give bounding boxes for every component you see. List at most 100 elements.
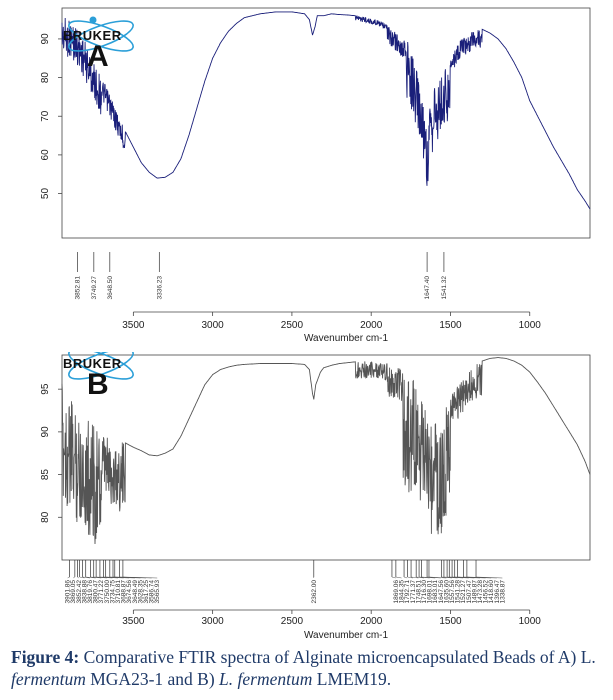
logo-text: BRUKER <box>63 28 122 43</box>
peak-label: 3648.50 <box>107 276 114 300</box>
peak-label: 1792.71 <box>404 580 411 604</box>
y-tick-label: 90 <box>40 33 51 45</box>
peak-label: 1844.35 <box>399 580 406 604</box>
peak-label: 3901.86 <box>65 580 72 604</box>
peak-label: 3617.25 <box>143 580 150 604</box>
x-tick-label: 2000 <box>360 616 383 627</box>
peak-label: 1647.40 <box>424 276 431 300</box>
bruker-logo: BRUKER <box>63 16 134 52</box>
peak-label: 3869.05 <box>70 580 77 604</box>
x-tick-label: 3000 <box>202 616 225 627</box>
peak-label: 3565.93 <box>154 580 161 604</box>
orbit-shape <box>68 20 134 52</box>
peak-connector <box>77 576 79 579</box>
x-axis-title: Wavenumber cm-1 <box>304 333 389 344</box>
peak-label: 1541.32 <box>441 276 448 300</box>
peak-connector <box>79 576 85 579</box>
spectrum-line <box>61 11 591 210</box>
peak-label: 1338.87 <box>499 580 506 604</box>
peak-label: 1541.28 <box>455 580 462 604</box>
peak-label: 3852.81 <box>74 276 81 300</box>
peak-label: 3750.00 <box>104 580 111 604</box>
peak-connector <box>419 576 430 579</box>
peak-label: 1698.01 <box>427 580 434 604</box>
x-tick-label: 1000 <box>519 616 542 627</box>
peak-connector <box>443 576 458 579</box>
peak-label: 1521.27 <box>460 580 467 604</box>
peak-label: 1473.28 <box>477 580 484 604</box>
orbit-shape <box>68 348 134 380</box>
x-tick-label: 2500 <box>281 320 304 331</box>
peak-connector <box>428 576 447 579</box>
peak-label: 3674.56 <box>126 580 133 604</box>
panel-letter: B <box>87 368 109 401</box>
x-tick-label: 1000 <box>519 320 542 331</box>
peak-label: 1716.30 <box>421 580 428 604</box>
peak-label: 2362.00 <box>311 580 318 604</box>
caption-strain-1: MGA23-1 and B) <box>85 669 220 689</box>
caption-species-1: fermentum <box>11 669 86 689</box>
peak-connector <box>90 576 102 579</box>
peak-label: 1489.87 <box>471 580 478 604</box>
figure-caption: Figure 4: Comparative FTIR spectra of Al… <box>11 646 609 690</box>
x-tick-label: 1500 <box>439 616 462 627</box>
x-tick-label: 2500 <box>281 616 304 627</box>
plot-frame <box>61 7 591 239</box>
x-axis-title: Wavenumber cm-1 <box>304 630 389 641</box>
peak-label: 1647.56 <box>438 580 445 604</box>
caption-species-2: L. fermentum <box>219 669 313 689</box>
peak-label: 1683.01 <box>432 580 439 604</box>
peak-label: 1869.06 <box>393 580 400 604</box>
peak-label: 1418.60 <box>488 580 495 604</box>
peak-connector <box>73 576 75 579</box>
electron-dot <box>89 16 97 24</box>
peak-label: 3648.49 <box>132 580 139 604</box>
peak-label: 1557.56 <box>449 580 456 604</box>
peak-label: 1507.47 <box>466 580 473 604</box>
logo-text: BRUKER <box>63 356 122 371</box>
peak-connector <box>411 576 419 579</box>
peak-label: 3800.47 <box>93 580 100 604</box>
peak-label: 3336.23 <box>156 276 163 300</box>
peak-connector <box>407 576 413 579</box>
peak-label: 3749.27 <box>91 276 98 300</box>
peak-connector <box>421 576 436 579</box>
peak-connector <box>96 576 113 579</box>
x-tick-label: 3000 <box>202 320 225 331</box>
ftir-spectrum-panel-b: 80 85 90 95 3901.86 3869.05 3852.42 3838.88 3819… <box>0 344 613 644</box>
ftir-spectrum-panel-a: 50 60 70 80 90 3852.81 3749.27 3648.50 3336.23 16… <box>0 0 613 345</box>
orbit-shape <box>68 348 134 380</box>
x-tick-label: 3500 <box>122 616 145 627</box>
y-tick-label: 90 <box>40 426 51 438</box>
y-tick-label: 95 <box>40 383 51 395</box>
x-tick-label: 2000 <box>360 320 383 331</box>
caption-text-1: Comparative FTIR spectra of Alginate mic… <box>79 647 596 667</box>
peak-connector <box>85 576 96 579</box>
peak-label: 3734.75 <box>109 580 116 604</box>
caption-label: Figure 4: <box>11 647 80 667</box>
peak-label: 3838.88 <box>81 580 88 604</box>
orbit-shape <box>68 20 134 52</box>
peak-label: 1771.37 <box>410 580 417 604</box>
y-tick-label: 80 <box>40 72 51 84</box>
y-tick-label: 85 <box>40 469 51 481</box>
plot-frame <box>61 354 591 561</box>
x-tick-label: 3500 <box>122 320 145 331</box>
peak-connector <box>441 576 452 579</box>
peak-label: 1396.47 <box>494 580 501 604</box>
panel-letter: A <box>87 40 109 73</box>
peak-connector <box>82 576 91 579</box>
peak-label: 3586.74 <box>149 580 156 604</box>
peak-label: 3819.76 <box>87 580 94 604</box>
peak-label: 3688.87 <box>121 580 128 604</box>
spectrum-line <box>61 357 591 545</box>
x-tick-label: 1500 <box>439 320 462 331</box>
peak-connector <box>403 576 408 579</box>
ftir-chart-a: 50 60 70 80 90 3852.81 3749.27 3648.50 3336.23 16… <box>40 7 591 344</box>
peak-connector <box>395 576 402 579</box>
peak-connector <box>476 576 503 579</box>
ftir-chart-b: 80 85 90 95 3901.863869.053852.423838.883819… <box>40 344 591 641</box>
peak-label: 3710.81 <box>115 580 122 604</box>
peak-label: 1635.60 <box>443 580 450 604</box>
y-tick-label: 80 <box>40 511 51 523</box>
